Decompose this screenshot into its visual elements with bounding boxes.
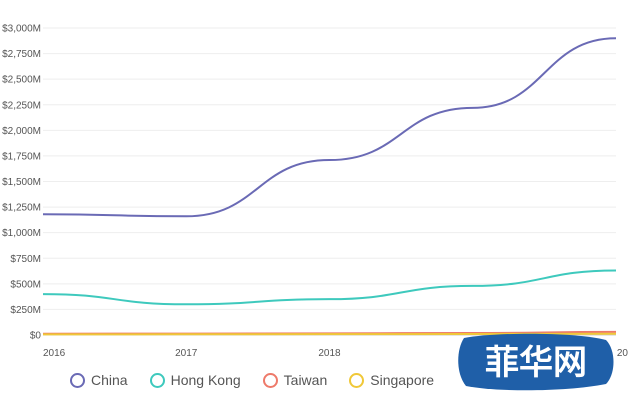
y-tick-label: $2,000M [2, 126, 41, 137]
x-axis-ticks: 2016 2017 2018 20 [43, 348, 628, 359]
y-tick-label: $0 [30, 331, 42, 342]
legend-label: Hong Kong [170, 372, 241, 388]
watermark-shape [458, 333, 614, 391]
legend-item-taiwan[interactable]: Taiwan [262, 372, 328, 388]
y-tick-label: $2,500M [2, 75, 41, 86]
series-line-china[interactable] [42, 37, 617, 218]
legend-swatch-icon [349, 372, 365, 388]
y-tick-label: $2,750M [2, 49, 41, 60]
legend-label: China [91, 372, 128, 388]
y-tick-label: $1,000M [2, 228, 41, 239]
y-tick-label: $1,500M [2, 177, 41, 188]
y-tick-label: $250M [10, 305, 41, 316]
x-tick-label: 2018 [318, 348, 341, 359]
legend-item-hong-kong[interactable]: Hong Kong [149, 372, 241, 388]
x-tick-label: 2017 [175, 348, 198, 359]
legend: China Hong Kong Taiwan Singapore [70, 372, 434, 388]
legend-item-china[interactable]: China [70, 372, 128, 388]
x-tick-label: 20 [617, 348, 629, 359]
y-tick-label: $750M [10, 254, 41, 265]
legend-item-singapore[interactable]: Singapore [349, 372, 434, 388]
y-tick-label: $1,750M [2, 151, 41, 162]
legend-swatch-icon [70, 372, 85, 388]
y-tick-label: $2,250M [2, 100, 41, 111]
legend-label: Taiwan [283, 372, 328, 388]
series-lines [42, 37, 617, 336]
y-tick-label: $1,250M [2, 203, 41, 214]
watermark-text: 菲华网 [485, 343, 587, 383]
grid-lines [43, 27, 616, 336]
y-tick-label: $500M [10, 279, 41, 290]
watermark-logo: 菲华网 [458, 333, 614, 391]
series-line-hong-kong[interactable] [42, 269, 617, 306]
legend-swatch-icon [149, 372, 165, 388]
x-tick-label: 2016 [43, 348, 66, 359]
y-axis-ticks: $0 $250M $500M $750M $1,000M $1,250M $1,500M $1… [2, 24, 41, 342]
legend-swatch-icon [262, 372, 278, 388]
legend-label: Singapore [370, 372, 435, 388]
y-tick-label: $3,000M [2, 24, 41, 35]
